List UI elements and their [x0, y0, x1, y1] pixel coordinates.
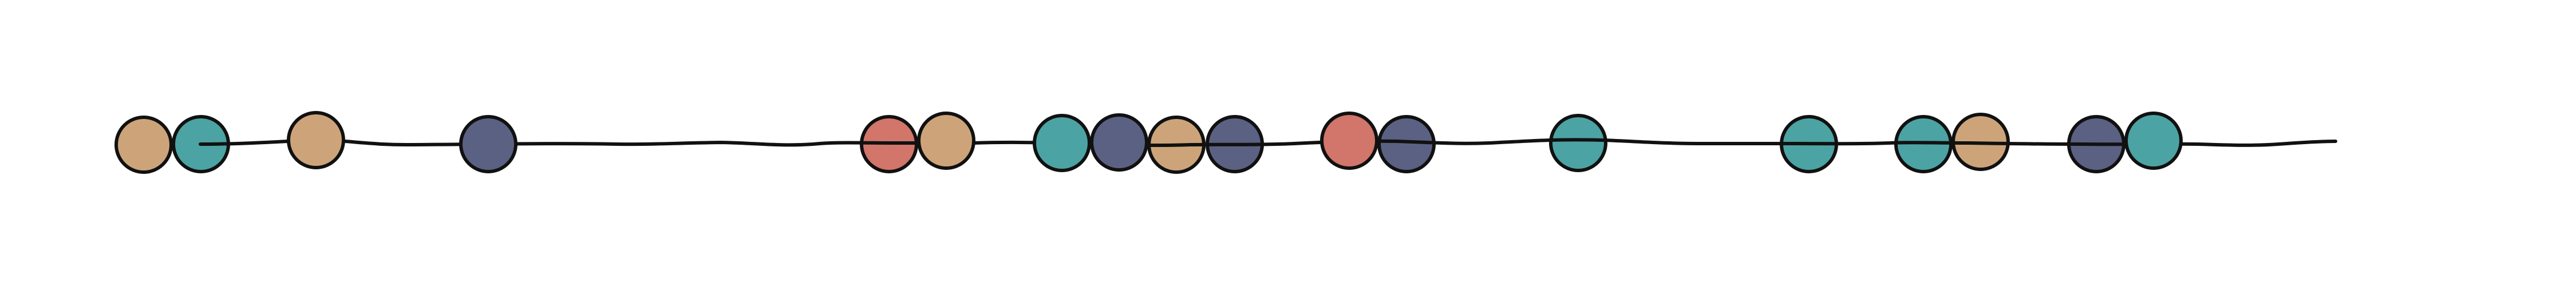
bead-slate-12 — [1377, 115, 1436, 173]
bead-slate-8 — [1090, 113, 1148, 172]
bead-slate-4 — [459, 115, 517, 173]
bead-coral-11 — [1320, 112, 1378, 170]
beads-in-front-of-string — [114, 111, 2183, 174]
bead-teal-7 — [1033, 114, 1091, 172]
string-line — [199, 138, 2337, 148]
bead-teal-13 — [1549, 114, 1607, 172]
bead-teal-18 — [2124, 112, 2183, 170]
bead-tan-3 — [287, 111, 345, 169]
bead-tan-6 — [917, 112, 975, 170]
bead-tan-1 — [114, 116, 173, 174]
